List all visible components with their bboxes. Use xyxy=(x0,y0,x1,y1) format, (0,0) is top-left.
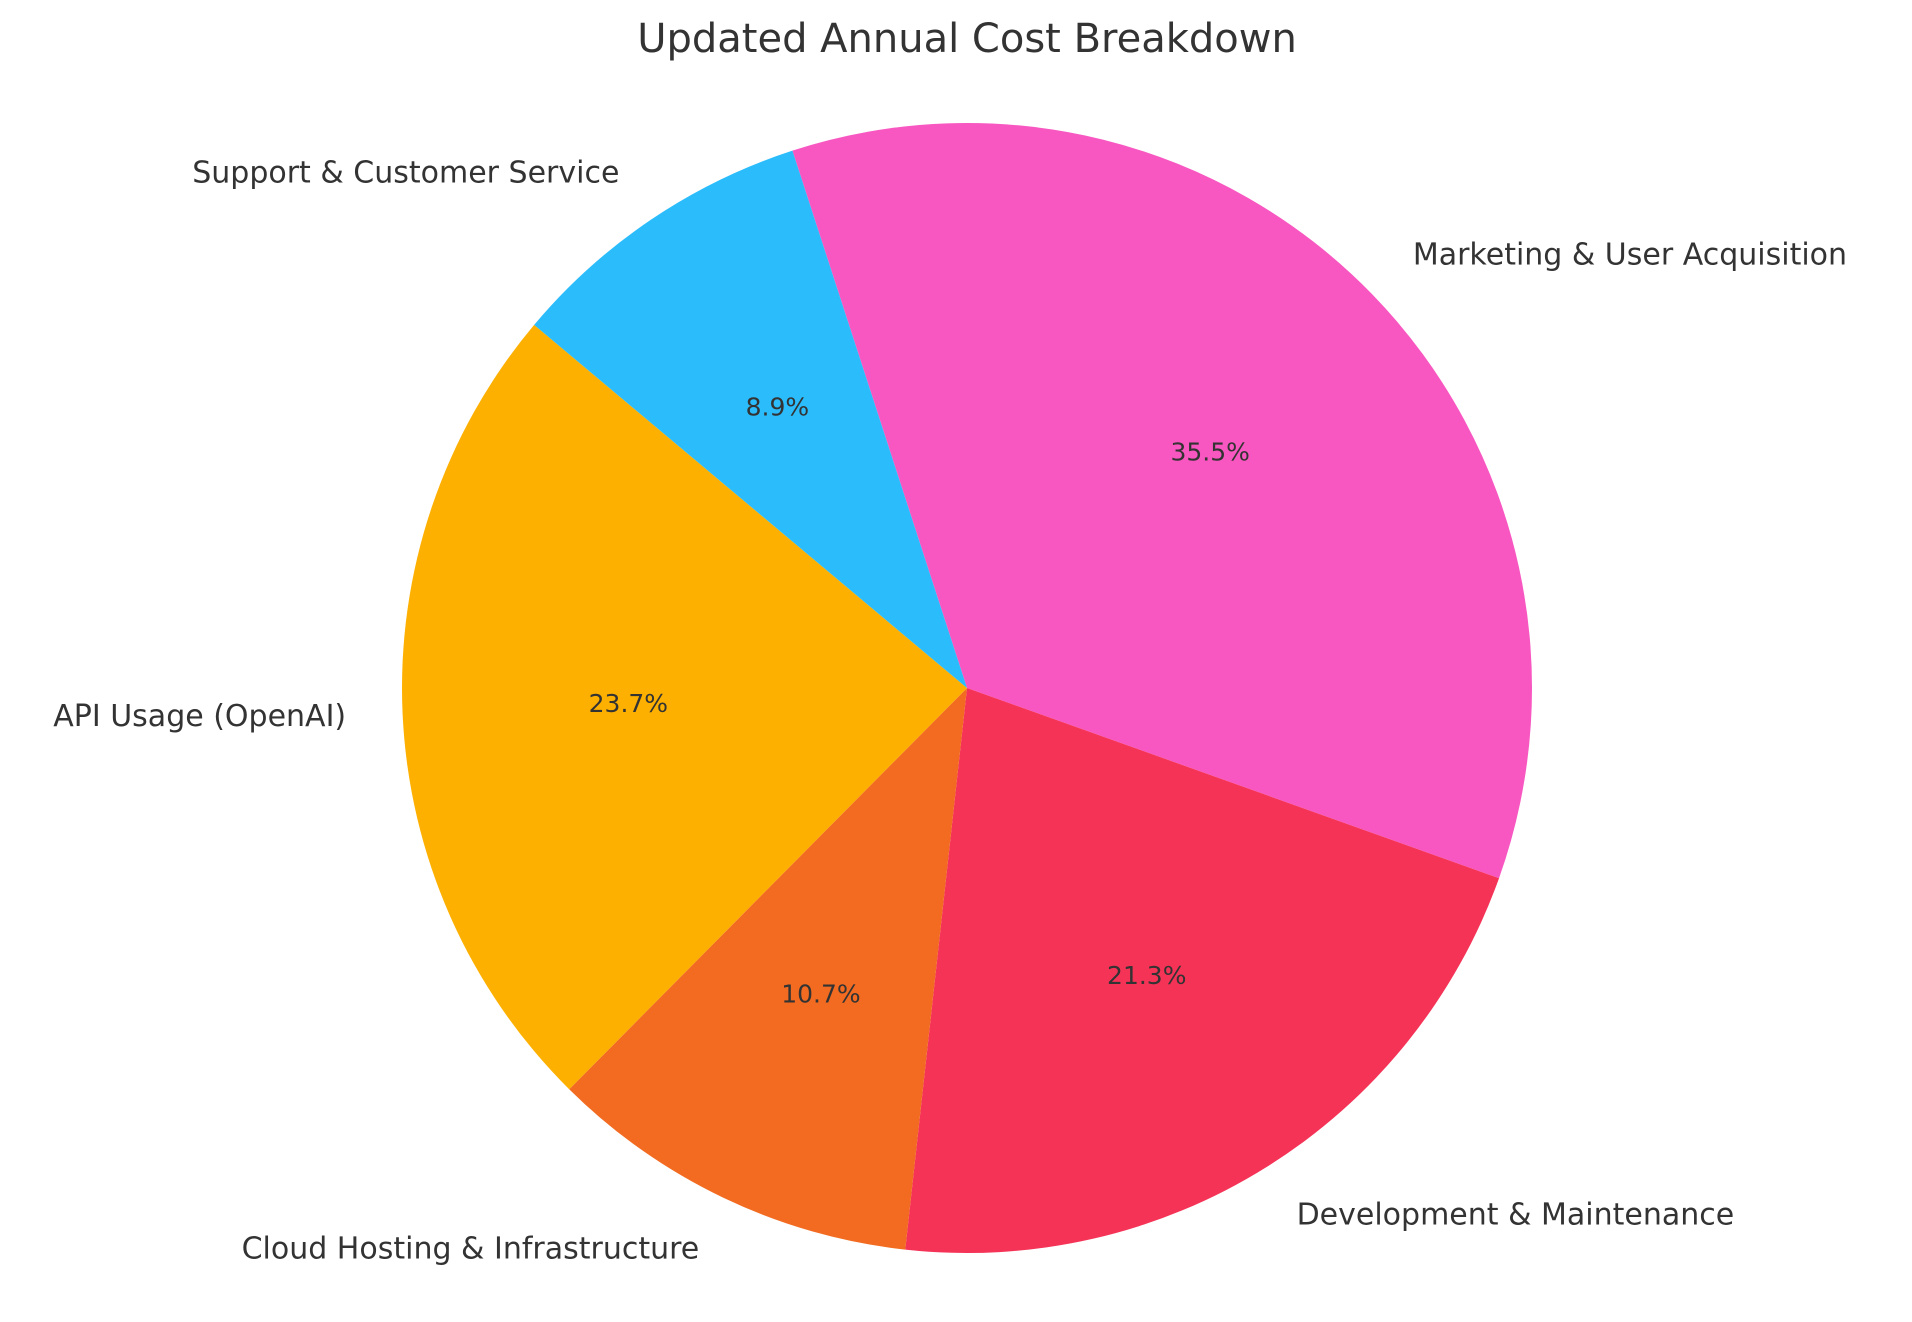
pie-slice-marketing-user-acquisition xyxy=(792,122,1532,879)
percent-label-api-usage-openai: 23.7% xyxy=(589,689,668,718)
pie-slice-development-maintenance xyxy=(905,688,1500,1253)
category-label-cloud-hosting-infrastructure: Cloud Hosting & Infrastructure xyxy=(242,1231,700,1266)
category-label-api-usage-openai: API Usage (OpenAI) xyxy=(53,699,346,734)
pie-labels: 35.5% Marketing & User Acquisition 21.3% De… xyxy=(53,155,1847,1266)
category-label-marketing-user-acquisition: Marketing & User Acquisition xyxy=(1413,237,1847,272)
percent-label-cloud-hosting-infrastructure: 10.7% xyxy=(781,979,860,1008)
percent-label-development-maintenance: 21.3% xyxy=(1107,961,1186,990)
percent-label-marketing-user-acquisition: 35.5% xyxy=(1170,437,1249,466)
category-label-support-customer-service: Support & Customer Service xyxy=(192,155,619,190)
pie-slice-support-customer-service xyxy=(534,150,967,688)
pie-slice-cloud-hosting-infrastructure xyxy=(569,688,967,1250)
pie-slices xyxy=(401,122,1532,1253)
category-label-development-maintenance: Development & Maintenance xyxy=(1297,1197,1735,1232)
percent-label-support-customer-service: 8.9% xyxy=(746,392,810,421)
chart-title: Updated Annual Cost Breakdown xyxy=(637,16,1297,62)
pie-slice-api-usage-openai xyxy=(401,324,967,1090)
